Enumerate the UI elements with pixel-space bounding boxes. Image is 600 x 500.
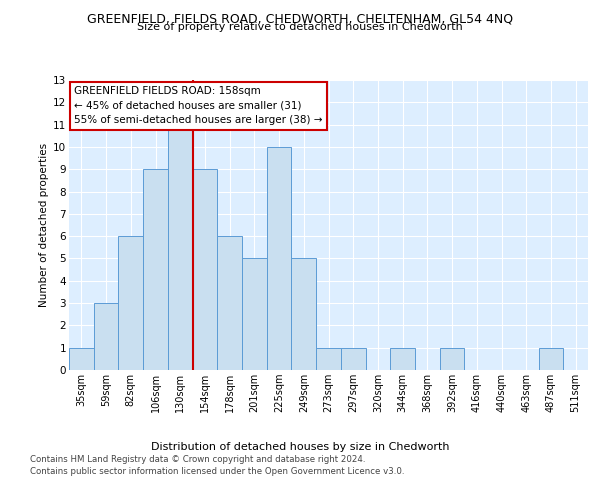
Bar (267, 147, 292, 370)
Bar (341, 348, 365, 370)
Y-axis label: Number of detached properties: Number of detached properties (39, 143, 49, 307)
Text: GREENFIELD, FIELDS ROAD, CHEDWORTH, CHELTENHAM, GL54 4NQ: GREENFIELD, FIELDS ROAD, CHEDWORTH, CHEL… (87, 12, 513, 26)
Bar (69, 348, 94, 370)
Bar (193, 169, 217, 370)
Bar (292, 258, 316, 370)
Bar (143, 169, 168, 370)
Text: Size of property relative to detached houses in Chedworth: Size of property relative to detached ho… (137, 22, 463, 32)
Text: GREENFIELD FIELDS ROAD: 158sqm
← 45% of detached houses are smaller (31)
55% of : GREENFIELD FIELDS ROAD: 158sqm ← 45% of … (74, 86, 323, 126)
Bar (168, 124, 193, 370)
Bar (118, 236, 143, 370)
Bar (390, 348, 415, 370)
Text: Contains HM Land Registry data © Crown copyright and database right 2024.: Contains HM Land Registry data © Crown c… (30, 455, 365, 464)
Text: Contains public sector information licensed under the Open Government Licence v3: Contains public sector information licen… (30, 467, 404, 476)
Bar (316, 348, 341, 370)
Text: Distribution of detached houses by size in Chedworth: Distribution of detached houses by size … (151, 442, 449, 452)
Bar (94, 303, 118, 370)
Bar (440, 348, 464, 370)
Bar (217, 236, 242, 370)
Bar (539, 348, 563, 370)
Bar (242, 258, 267, 370)
